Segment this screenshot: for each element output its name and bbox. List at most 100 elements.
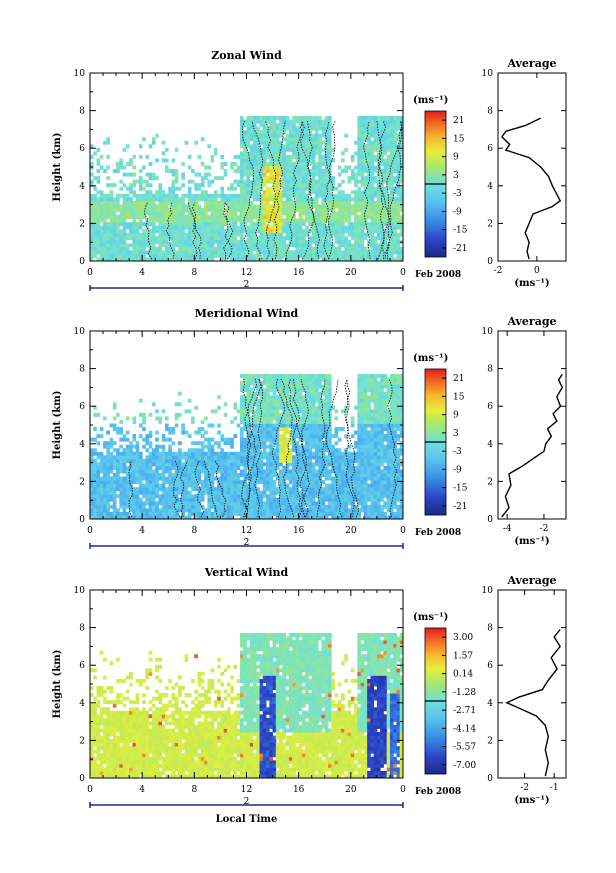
heatmap-cell <box>217 501 221 506</box>
heatmap-cell <box>125 144 130 149</box>
heatmap-cell <box>308 504 313 509</box>
heatmap-cell <box>239 123 244 128</box>
heatmap-cell <box>142 250 146 255</box>
heatmap-cell <box>200 215 205 219</box>
heatmap-cell <box>399 172 404 177</box>
heatmap-cell <box>396 176 401 181</box>
heatmap-cell <box>103 250 107 255</box>
heatmap-cell <box>295 204 300 209</box>
heatmap-cell <box>155 207 159 212</box>
heatmap-cell <box>360 144 365 149</box>
heatmap-cell <box>269 133 273 138</box>
heatmap-cell <box>161 437 166 442</box>
heatmap-cell <box>266 388 270 393</box>
heatmap-cell <box>259 236 264 241</box>
heatmap-cell <box>308 147 313 152</box>
heatmap-cell <box>301 158 306 163</box>
heatmap-cell <box>106 215 110 219</box>
heatmap-cell <box>311 419 316 424</box>
heatmap-cell <box>292 374 296 378</box>
heatmap-cell <box>262 494 267 499</box>
heatmap-cell <box>318 225 322 230</box>
heatmap-cell <box>396 119 401 124</box>
heatmap-cell <box>256 140 260 145</box>
heatmap-cell <box>226 215 231 219</box>
profile-y-tick-label: 0 <box>487 257 493 267</box>
heatmap-cell <box>305 161 309 166</box>
heatmap-cell <box>370 197 375 202</box>
heatmap-cell <box>148 469 153 474</box>
y-tick-label: 2 <box>79 219 85 229</box>
contour-line <box>384 120 403 260</box>
heatmap-cell <box>174 193 179 198</box>
heatmap-cell <box>236 179 241 184</box>
heatmap-cell <box>122 501 127 506</box>
heatmap-cell <box>314 504 319 509</box>
heatmap-cell <box>311 179 316 184</box>
heatmap-cell <box>331 176 335 181</box>
heatmap-cell <box>259 215 264 219</box>
heatmap-cell <box>389 222 394 227</box>
heatmap-cell <box>256 239 260 244</box>
heatmap-cell <box>347 218 352 223</box>
heatmap-cell <box>370 215 375 219</box>
heatmap-cell <box>269 398 273 403</box>
heatmap-cell <box>285 441 290 446</box>
heatmap-cell <box>295 448 300 453</box>
heatmap-cell <box>311 430 316 435</box>
heatmap-cell <box>292 416 296 421</box>
heatmap-cell <box>266 147 270 152</box>
heatmap-cell <box>243 405 247 410</box>
heatmap-cell <box>223 469 228 474</box>
heatmap-cell <box>181 451 185 456</box>
heatmap-cell <box>181 207 185 212</box>
heatmap-cell <box>298 116 303 120</box>
heatmap-cell <box>151 501 156 506</box>
heatmap-cell <box>337 190 342 195</box>
heatmap-cell <box>256 225 260 230</box>
heatmap-cell <box>328 218 332 223</box>
heatmap-cell <box>151 197 156 202</box>
heatmap-cell <box>282 183 287 188</box>
heatmap-cell <box>380 130 384 135</box>
heatmap-cell <box>171 508 176 513</box>
heatmap-cell <box>367 144 371 149</box>
heatmap-cell <box>109 257 114 262</box>
heatmap-cell <box>262 232 267 237</box>
heatmap-cell <box>337 236 342 241</box>
heatmap-cell <box>259 176 264 181</box>
heatmap-cell <box>279 490 283 495</box>
heatmap-cell <box>347 200 352 205</box>
heatmap-cell <box>217 483 221 488</box>
heatmap-cell <box>243 497 247 502</box>
heatmap-cell <box>239 161 244 166</box>
heatmap-cell <box>213 250 218 255</box>
heatmap-cell <box>239 119 244 124</box>
heatmap-cell <box>259 441 264 446</box>
heatmap-cell <box>314 222 319 227</box>
heatmap-cell <box>399 257 404 262</box>
heatmap-cell <box>314 469 319 474</box>
heatmap-cell <box>191 211 195 216</box>
heatmap-cell <box>239 218 244 223</box>
heatmap-cell <box>226 229 231 234</box>
heatmap-cell <box>350 158 355 163</box>
heatmap-cell <box>184 246 189 251</box>
heatmap-cell <box>253 144 257 149</box>
heatmap-cell <box>341 253 345 258</box>
heatmap-cell <box>155 469 159 474</box>
heatmap-cell <box>191 483 195 488</box>
heatmap-cell <box>301 501 306 506</box>
heatmap-cell <box>344 218 348 223</box>
heatmap-cell <box>318 158 322 163</box>
heatmap-cell <box>301 229 306 234</box>
heatmap-cell <box>285 257 290 262</box>
heatmap-cell <box>292 501 296 506</box>
heatmap-cell <box>295 190 300 195</box>
heatmap-cell <box>279 462 283 467</box>
heatmap-cell <box>266 243 270 248</box>
heatmap-cell <box>298 402 303 407</box>
heatmap-cell <box>311 427 316 431</box>
heatmap-cell <box>151 504 156 509</box>
heatmap-cell <box>324 116 329 120</box>
